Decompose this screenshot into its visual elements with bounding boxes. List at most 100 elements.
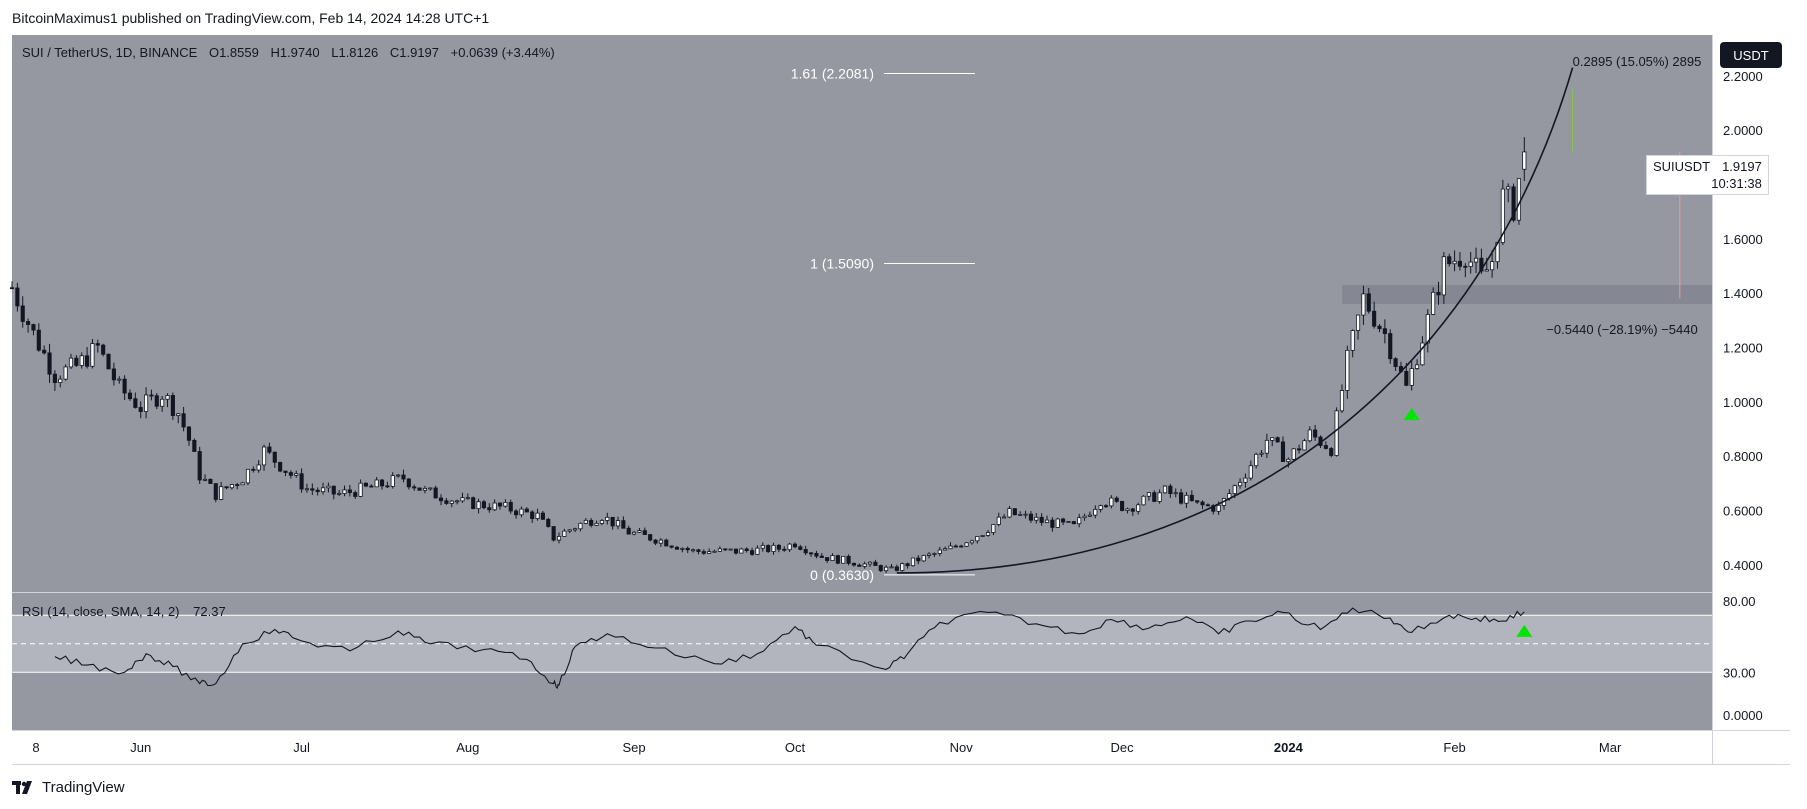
- candle-down: [192, 439, 197, 452]
- price-tick-label: 2.2000: [1723, 69, 1763, 84]
- candle-up: [556, 536, 562, 541]
- candle-down: [154, 395, 159, 407]
- candle-down: [251, 468, 256, 471]
- candle-up: [943, 548, 948, 551]
- candle-down: [197, 451, 202, 481]
- candle-up: [390, 475, 395, 487]
- candle-up: [637, 530, 642, 533]
- candle-up: [261, 446, 267, 466]
- candle-up: [1484, 269, 1489, 272]
- candle-up: [1002, 516, 1007, 519]
- candle-up: [1093, 508, 1098, 516]
- candle-down: [1511, 186, 1516, 221]
- candle-down: [138, 407, 143, 412]
- candle-down: [133, 398, 138, 408]
- candle-up: [755, 547, 760, 555]
- candle-down: [610, 516, 615, 527]
- candle-down: [149, 394, 154, 397]
- price-tick-label: 1.0000: [1723, 395, 1763, 410]
- candle-down: [846, 555, 851, 564]
- candle-down: [224, 486, 229, 489]
- currency-button[interactable]: USDT: [1720, 42, 1782, 68]
- candle-up: [910, 557, 916, 567]
- candle-up: [337, 493, 342, 495]
- candle-up: [691, 549, 696, 552]
- candle-up: [926, 553, 932, 556]
- measure-down-label: −0.5440 (−28.19%) −5440: [1546, 322, 1697, 337]
- candle-up: [830, 555, 835, 561]
- candle-up: [567, 529, 572, 532]
- candle-up: [58, 378, 63, 383]
- time-tick-label: Oct: [785, 740, 806, 755]
- candle-down: [530, 511, 535, 519]
- candle-down: [208, 478, 213, 484]
- candle-up: [1216, 504, 1221, 512]
- candle-down: [235, 484, 240, 486]
- candle-up: [932, 553, 937, 555]
- candle-down: [1447, 256, 1452, 265]
- candle-down: [438, 497, 444, 502]
- candle-up: [1023, 513, 1028, 516]
- candle-up: [63, 366, 68, 380]
- candle-up: [492, 502, 497, 511]
- candle-down: [851, 562, 857, 566]
- candle-down: [186, 426, 192, 441]
- candle-up: [1136, 504, 1141, 512]
- candle-down: [95, 343, 100, 346]
- candle-down: [878, 565, 883, 572]
- candle-down: [916, 557, 921, 562]
- candle-down: [272, 451, 277, 463]
- candle-down: [401, 474, 406, 480]
- price-tick-label: 0.4000: [1723, 558, 1763, 573]
- candle-up: [599, 520, 604, 524]
- bullish-signal-triangle: [1403, 408, 1420, 421]
- candle-down: [471, 497, 476, 510]
- candle-up: [867, 561, 873, 565]
- rsi-legend[interactable]: RSI (14, close, SMA, 14, 2) 72.37: [22, 604, 226, 619]
- candle-down: [331, 485, 336, 495]
- candle-up: [1007, 508, 1012, 518]
- candle-down: [347, 489, 352, 493]
- candle-up: [1125, 508, 1130, 511]
- symbol-legend[interactable]: SUI / TetherUS, 1D, BINANCE O1.8559 H1.9…: [22, 45, 555, 60]
- time-tick-label: Jul: [293, 740, 310, 755]
- candle-up: [1066, 521, 1071, 523]
- candle-up: [455, 500, 460, 503]
- candle-down: [1205, 504, 1210, 507]
- candle-up: [1141, 495, 1146, 506]
- candle-up: [465, 497, 470, 500]
- price-tick-label: 0.8000: [1723, 449, 1763, 464]
- support-zone: [1341, 284, 1712, 304]
- candle-down: [685, 547, 690, 551]
- candle-down: [808, 552, 814, 555]
- candle-up: [1162, 485, 1168, 494]
- candle-countdown: 10:31:38: [1711, 176, 1762, 191]
- candle-down: [857, 564, 862, 567]
- candle-down: [213, 483, 218, 500]
- candle-down: [379, 479, 385, 487]
- tradingview-logo[interactable]: TradingView: [12, 779, 125, 796]
- candle-up: [245, 468, 251, 484]
- candle-down: [106, 353, 111, 370]
- candle-up: [1302, 440, 1307, 451]
- candle-up: [1334, 410, 1339, 456]
- candle-down: [1388, 333, 1393, 360]
- change-value: +0.0639 (+3.44%): [450, 45, 555, 60]
- rsi-label: RSI (14, close, SMA, 14, 2): [22, 604, 180, 619]
- candle-down: [181, 413, 186, 428]
- candle-up: [1361, 293, 1366, 316]
- candle-down: [385, 485, 390, 488]
- candle-up: [1034, 516, 1039, 521]
- candle-down: [1050, 519, 1055, 528]
- candle-up: [326, 485, 331, 489]
- candle-up: [1468, 261, 1473, 267]
- candle-up: [79, 355, 84, 366]
- candle-up: [176, 413, 181, 416]
- candle-up: [422, 487, 427, 491]
- candle-down: [664, 539, 669, 547]
- candle-down: [283, 470, 288, 473]
- candle-up: [900, 563, 905, 571]
- candle-down: [825, 557, 830, 561]
- candle-up: [1500, 188, 1505, 243]
